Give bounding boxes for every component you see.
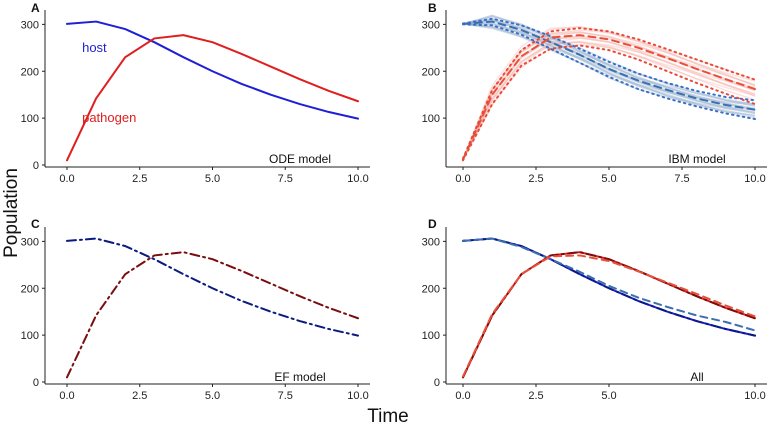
host-replicate-line [462, 22, 756, 115]
host-replicate-line [462, 22, 756, 114]
x-tick-label: 2.5 [528, 173, 543, 185]
series-line-pathogen-ode [462, 251, 756, 379]
host-replicate-line [462, 23, 756, 117]
model-label: ODE model [269, 152, 331, 166]
series-line-pathogen-upper [462, 27, 756, 160]
series-line-pathogen [66, 251, 359, 379]
host-replicate-line [462, 14, 756, 107]
series-line-host-mean [462, 20, 756, 111]
x-tick-label: 10.0 [347, 173, 368, 185]
y-tick-label: 200 [21, 66, 39, 78]
panel-letter: B [428, 1, 437, 15]
x-tick-label: 0.0 [59, 390, 74, 402]
y-tick-label: 100 [422, 330, 440, 342]
x-tick-label: 0.0 [455, 173, 470, 185]
y-tick-label: 300 [21, 19, 39, 31]
panel-d: 0.0 2.5 5.0 10.0 0 100 200 300 D All [422, 217, 767, 402]
y-tick-label: 100 [422, 113, 440, 125]
host-replicate-line [462, 15, 756, 106]
series-line-host-upper [462, 17, 756, 102]
model-label: All [690, 370, 703, 384]
pathogen-replicate-line [462, 41, 756, 160]
y-tick-label: 0 [33, 160, 39, 172]
x-tick-label: 7.5 [278, 390, 293, 402]
y-tick-label: 300 [422, 19, 440, 31]
y-tick-label: 200 [422, 283, 440, 295]
series-line-host-ef [462, 237, 756, 337]
annotation-label: pathogen [82, 110, 136, 125]
y-tick-label: 0 [434, 377, 440, 389]
series-line-pathogen [66, 34, 359, 162]
series-line-host-lower [462, 23, 756, 121]
x-tick-label: 2.5 [132, 173, 147, 185]
panel-letter: D [428, 217, 437, 231]
series-line-pathogen-ef [462, 251, 756, 379]
x-tick-label: 0.0 [455, 390, 470, 402]
x-tick-label: 7.5 [278, 173, 293, 185]
x-tick-label: 0.0 [59, 173, 74, 185]
pathogen-replicate-line [462, 37, 756, 160]
panel-a: 0.0 2.5 5.0 7.5 10.0 0 100 200 300 A ODE model host… [21, 1, 370, 185]
x-tick-label: 5.0 [205, 390, 220, 402]
x-tick-label: 7.5 [674, 173, 689, 185]
x-tick-label: 10.0 [744, 390, 765, 402]
panel-b: 0.0 2.5 5.0 7.5 10.0 100 200 300 B IBM model [422, 1, 767, 185]
x-tick-label: 5.0 [601, 173, 616, 185]
x-tick-label: 2.5 [528, 390, 543, 402]
series-line-pathogen-mean [462, 34, 756, 161]
series-line-host-ibm [462, 237, 756, 332]
pathogen-replicate-line [462, 31, 756, 160]
y-tick-label: 0 [33, 377, 39, 389]
y-tick-label: 100 [21, 113, 39, 125]
series-line-pathogen-lower [462, 44, 756, 162]
series-line-host [66, 20, 359, 120]
x-tick-label: 10.0 [347, 390, 368, 402]
pathogen-replicate-line [462, 35, 756, 160]
y-tick-label: 100 [21, 330, 39, 342]
y-tick-label: 200 [21, 283, 39, 295]
series-line-pathogen-ibm [462, 254, 756, 378]
model-label: IBM model [668, 152, 725, 166]
panel-c: 0.0 2.5 5.0 7.5 10.0 0 100 200 300 C EF model [21, 217, 370, 402]
y-tick-label: 300 [422, 236, 440, 248]
host-replicate-line [462, 23, 756, 116]
host-replicate-line [462, 23, 756, 119]
x-axis-title: Time [367, 406, 409, 427]
x-tick-label: 10.0 [744, 173, 765, 185]
pathogen-replicate-line [462, 37, 756, 160]
x-tick-label: 2.5 [132, 390, 147, 402]
pathogen-replicate-line [462, 32, 756, 160]
model-label: EF model [274, 370, 325, 384]
series-line-host [66, 237, 359, 337]
y-tick-label: 200 [422, 66, 440, 78]
x-tick-label: 5.0 [205, 173, 220, 185]
pathogen-replicate-line [462, 25, 756, 160]
series-line-host-ode [462, 237, 756, 337]
panel-letter: A [31, 1, 40, 15]
host-replicate-line [462, 19, 756, 106]
pathogen-replicate-line [462, 41, 756, 160]
panel-letter: C [31, 217, 40, 231]
pathogen-replicate-line [462, 40, 756, 160]
y-tick-label: 300 [21, 236, 39, 248]
y-axis-title: Population [1, 168, 22, 258]
x-tick-label: 5.0 [601, 390, 616, 402]
annotation-label: host [82, 40, 107, 55]
